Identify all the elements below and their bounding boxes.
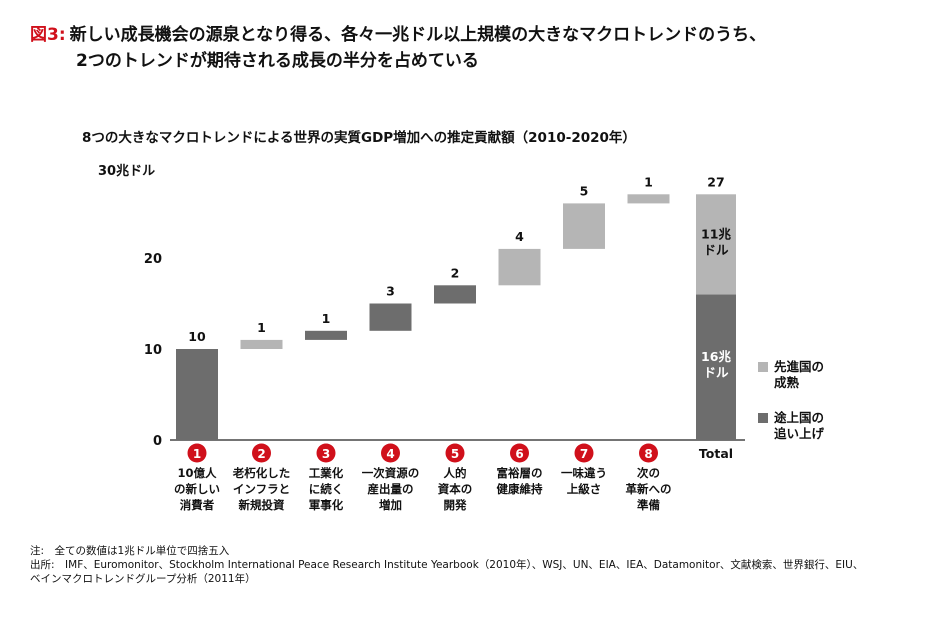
category-label: 資本の (438, 482, 473, 496)
waterfall-bar (240, 339, 283, 349)
bar-value-label: 2 (451, 265, 460, 280)
footnotes: 注: 全ての数値は1兆ドル単位で四捨五入 出所: IMF、Euromonitor… (30, 544, 863, 586)
y-axis-unit-label: 30兆ドル (98, 164, 156, 179)
bar-value-label: 3 (386, 284, 395, 299)
category-number: 3 (322, 447, 330, 461)
category-number: 2 (257, 447, 265, 461)
category-label: 準備 (637, 498, 660, 512)
bar-value-label: 5 (580, 183, 589, 198)
total-bar-segment (696, 294, 736, 440)
legend-label: 追い上げ (774, 426, 825, 441)
waterfall-chart: 0102010113245116兆ドル11兆ドル27110億人の新しい消費者2老… (144, 174, 825, 512)
figure-title-line2: 2つのトレンドが期待される成長の半分を占めている (76, 51, 479, 71)
total-category-label: Total (699, 446, 733, 461)
category-label: 健康維持 (497, 482, 543, 496)
category-label: インフラと (233, 482, 290, 496)
bar-value-label: 1 (257, 320, 266, 335)
waterfall-bar (176, 349, 218, 440)
category-number-badge (187, 443, 207, 463)
bar-value-label: 1 (322, 311, 331, 326)
note-text: 注: 全ての数値は1兆ドル単位で四捨五入 (30, 545, 230, 557)
category-label: の新しい (174, 482, 220, 496)
total-segment-label: ドル (703, 242, 729, 257)
waterfall-bar (498, 248, 541, 286)
category-label: 新規投資 (239, 498, 285, 512)
y-tick-label: 10 (144, 343, 162, 358)
category-label: 産出量の (368, 482, 414, 496)
category-number-badge (381, 443, 400, 463)
category-label: 消費者 (180, 498, 215, 512)
category-label: 老朽化した (232, 466, 291, 480)
category-label: 軍事化 (309, 498, 344, 512)
category-label: 人的 (444, 466, 467, 480)
category-label: 革新への (626, 482, 672, 496)
category-label: 富裕層の (497, 466, 543, 480)
category-number-badge (639, 443, 658, 463)
waterfall-bar (305, 330, 347, 340)
category-label: 工業化 (309, 466, 344, 480)
category-number-badge (252, 443, 271, 463)
figure-number: 図3: (30, 25, 66, 45)
total-value-label: 27 (707, 174, 724, 189)
category-label: に続く (309, 482, 344, 496)
category-number: 1 (193, 447, 201, 461)
category-number-badge (445, 443, 465, 463)
total-bar-segment (696, 194, 736, 295)
source-text-line2: ベインマクロトレンドグループ分析（2011年） (30, 573, 256, 585)
category-number: 4 (386, 447, 394, 461)
bar-value-label: 10 (188, 329, 206, 344)
total-segment-label: 11兆 (701, 226, 731, 241)
category-label: 10億人 (177, 466, 217, 480)
waterfall-bar (369, 303, 412, 331)
legend-label: 途上国の (774, 410, 824, 425)
category-label: 上級さ (567, 482, 602, 496)
category-number: 6 (515, 447, 523, 461)
category-number-badge (316, 443, 336, 463)
total-segment-label: ドル (703, 365, 729, 380)
y-tick-label: 20 (144, 252, 162, 267)
waterfall-bar (563, 203, 605, 249)
figure-title: 図3: 新しい成長機会の源泉となり得る、各々一兆ドル以上規模の大きなマクロトレンド… (30, 22, 930, 74)
category-label: 一味違う (561, 466, 607, 480)
figure-title-line1: 新しい成長機会の源泉となり得る、各々一兆ドル以上規模の大きなマクロトレンドのうち… (69, 25, 767, 45)
y-tick-label: 0 (153, 434, 162, 449)
category-number: 5 (451, 447, 459, 461)
category-number: 8 (644, 447, 652, 461)
category-label: 次の (637, 466, 660, 480)
category-label: 一次資源の (362, 466, 420, 480)
waterfall-bar (627, 194, 670, 204)
category-label: 増加 (379, 498, 402, 512)
category-number: 7 (580, 447, 588, 461)
bar-value-label: 4 (515, 229, 524, 244)
legend-label: 先進国の (774, 359, 824, 374)
legend-swatch (758, 362, 768, 372)
chart-title: 8つの大きなマクロトレンドによる世界の実質GDP増加への推定貢献額（2010-2… (82, 130, 636, 146)
legend-swatch (758, 413, 768, 423)
category-number-badge (574, 443, 594, 463)
source-text-line1: 出所: IMF、Euromonitor、Stockholm Internatio… (30, 559, 864, 571)
waterfall-bar (434, 285, 476, 304)
bar-value-label: 1 (644, 174, 653, 189)
total-segment-label: 16兆 (701, 349, 731, 364)
legend-label: 成熟 (774, 375, 800, 390)
category-label: 開発 (444, 498, 467, 512)
category-number-badge (510, 443, 529, 463)
